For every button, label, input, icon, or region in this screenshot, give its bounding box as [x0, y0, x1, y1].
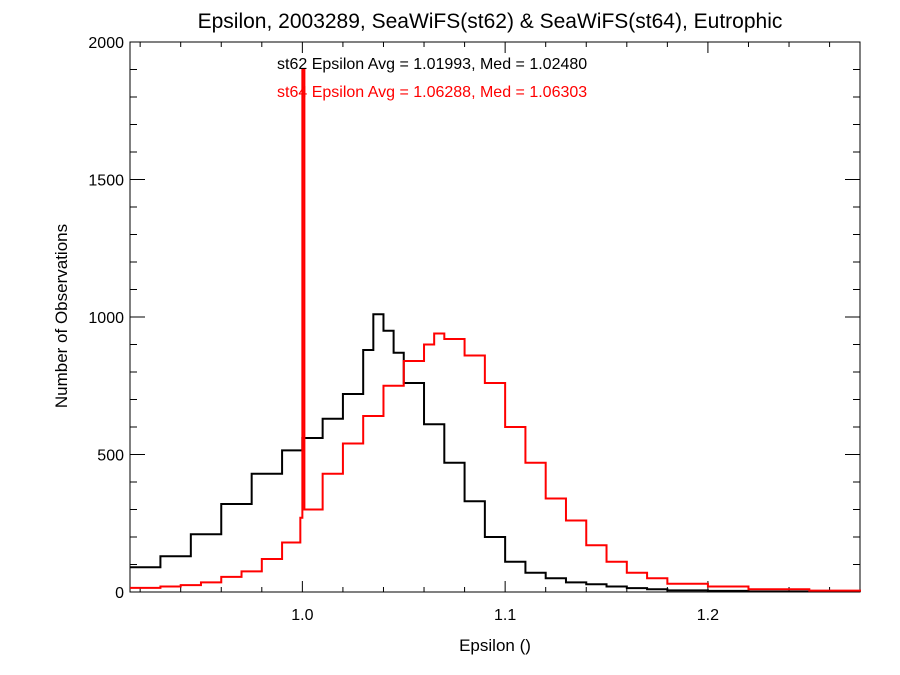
x-axis-title: Epsilon () — [459, 636, 531, 655]
series-line-0 — [130, 313, 861, 593]
y-tick-label: 1500 — [88, 173, 124, 190]
x-tick-label: 1.1 — [494, 607, 516, 624]
annotation-st62: st62 Epsilon Avg = 1.01993, Med = 1.0248… — [277, 56, 587, 73]
annotation-st64: st64 Epsilon Avg = 1.06288, Med = 1.0630… — [277, 84, 587, 101]
y-tick-label: 2000 — [88, 35, 124, 52]
ticks-layer: 1.0 1.1 1.2 0 500 1000 1500 2000 — [88, 35, 860, 624]
chart-title: Epsilon, 2003289, SeaWiFS(st62) & SeaWiF… — [198, 10, 783, 33]
series-layer — [130, 68, 861, 593]
x-tick-label: 1.0 — [291, 607, 313, 624]
y-tick-label: 0 — [115, 585, 124, 602]
plot-frame — [129, 41, 861, 593]
series-line-1 — [130, 68, 861, 592]
y-tick-label: 500 — [97, 448, 124, 465]
y-axis-title: Number of Observations — [52, 224, 71, 408]
y-tick-label: 1000 — [88, 310, 124, 327]
x-tick-label: 1.2 — [697, 607, 719, 624]
